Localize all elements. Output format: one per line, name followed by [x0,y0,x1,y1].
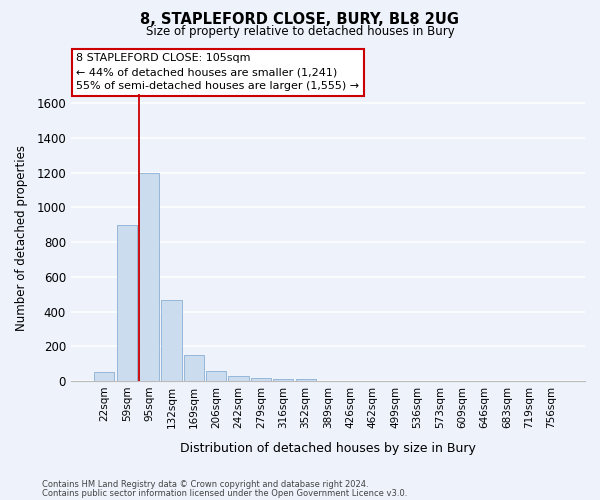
Bar [161,300,182,381]
Text: Contains HM Land Registry data © Crown copyright and database right 2024.: Contains HM Land Registry data © Crown c… [42,480,368,489]
Text: 8, STAPLEFORD CLOSE, BURY, BL8 2UG: 8, STAPLEFORD CLOSE, BURY, BL8 2UG [140,12,460,28]
Bar [206,370,226,381]
Y-axis label: Number of detached properties: Number of detached properties [15,144,28,330]
Bar [94,372,115,381]
Text: 8 STAPLEFORD CLOSE: 105sqm
← 44% of detached houses are smaller (1,241)
55% of s: 8 STAPLEFORD CLOSE: 105sqm ← 44% of deta… [76,54,359,92]
X-axis label: Distribution of detached houses by size in Bury: Distribution of detached houses by size … [180,442,476,455]
Bar [184,355,204,381]
Bar [251,378,271,381]
Bar [116,224,137,381]
Text: Contains public sector information licensed under the Open Government Licence v3: Contains public sector information licen… [42,489,407,498]
Bar [273,378,293,381]
Bar [139,172,159,381]
Bar [296,379,316,381]
Text: Size of property relative to detached houses in Bury: Size of property relative to detached ho… [146,25,454,38]
Bar [229,376,248,381]
